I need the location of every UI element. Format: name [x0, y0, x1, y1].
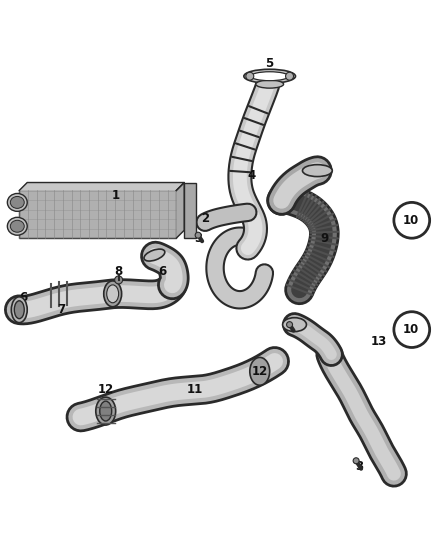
Ellipse shape [251, 72, 289, 80]
Ellipse shape [303, 165, 332, 176]
Circle shape [286, 72, 293, 80]
Ellipse shape [7, 217, 27, 235]
Ellipse shape [100, 401, 112, 421]
Ellipse shape [11, 197, 24, 208]
Text: 3: 3 [290, 321, 299, 334]
Ellipse shape [14, 301, 24, 319]
Polygon shape [19, 182, 184, 190]
Ellipse shape [250, 358, 270, 385]
Ellipse shape [283, 318, 307, 332]
Circle shape [353, 458, 359, 464]
Circle shape [195, 232, 201, 238]
Ellipse shape [144, 249, 165, 261]
Text: 6: 6 [19, 292, 27, 304]
Circle shape [286, 321, 293, 328]
Polygon shape [176, 182, 184, 238]
Text: 10: 10 [403, 323, 419, 336]
Text: 1: 1 [112, 189, 120, 202]
Bar [184, 182, 196, 238]
Ellipse shape [256, 80, 283, 88]
Text: 9: 9 [320, 232, 328, 245]
Ellipse shape [96, 397, 116, 425]
FancyBboxPatch shape [27, 182, 184, 230]
Text: 6: 6 [158, 265, 166, 278]
Ellipse shape [244, 69, 296, 83]
Text: 12: 12 [98, 383, 114, 395]
Ellipse shape [107, 285, 119, 303]
Ellipse shape [104, 281, 122, 307]
Ellipse shape [7, 193, 27, 212]
Text: 5: 5 [265, 57, 274, 70]
Text: 13: 13 [371, 335, 387, 348]
Circle shape [115, 276, 123, 284]
Ellipse shape [11, 297, 27, 322]
FancyBboxPatch shape [19, 190, 176, 238]
Ellipse shape [11, 220, 24, 232]
Text: 3: 3 [194, 232, 202, 245]
Text: 4: 4 [247, 169, 256, 182]
Circle shape [246, 72, 254, 80]
Text: 11: 11 [187, 383, 203, 395]
Text: 8: 8 [114, 265, 123, 278]
Text: 2: 2 [201, 212, 209, 225]
Text: 10: 10 [403, 214, 419, 227]
Text: 7: 7 [57, 303, 65, 316]
Text: 12: 12 [251, 365, 268, 378]
Text: 3: 3 [355, 460, 363, 473]
